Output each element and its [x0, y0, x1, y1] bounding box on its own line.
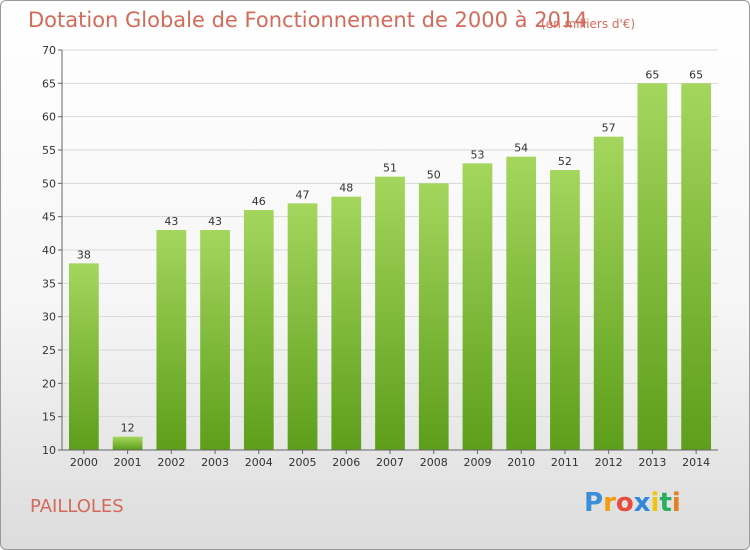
x-tick-label: 2010	[507, 456, 535, 469]
y-tick-label: 40	[42, 244, 56, 257]
x-tick-label: 2008	[420, 456, 448, 469]
y-tick-label: 25	[42, 344, 56, 357]
x-tick-label: 2007	[376, 456, 404, 469]
bar-2014	[681, 83, 712, 450]
bar-2008	[418, 183, 449, 451]
logo-letter: P	[584, 488, 604, 518]
x-tick-label: 2013	[638, 456, 666, 469]
value-label-2009: 53	[470, 148, 484, 161]
chart-title: Dotation Globale de Fonctionnement de 20…	[28, 8, 588, 32]
chart-subtitle: (en milliers d'€)	[541, 17, 636, 31]
x-tick-label: 2006	[332, 456, 360, 469]
value-label-2014: 65	[689, 68, 703, 81]
y-tick-label: 45	[42, 211, 56, 224]
value-label-2008: 50	[427, 168, 441, 181]
y-tick-label: 50	[42, 177, 56, 190]
y-axis: 10 15 20 25 30 35 40 45 50 55 60 65 70	[42, 44, 63, 457]
y-tick-label: 35	[42, 277, 56, 290]
x-tick-label: 2012	[595, 456, 623, 469]
bars	[68, 83, 712, 451]
value-label-2004: 46	[252, 195, 266, 208]
commune-name: PAILLOLES	[30, 496, 124, 517]
data-labels: 38 12 43 43 46 47 48 51 50 53 54 52 57 65 65	[77, 68, 703, 434]
logo-letter: i	[650, 488, 660, 518]
bar-2005	[287, 203, 318, 450]
bar-2001	[112, 436, 143, 450]
proxiti-logo[interactable]: Proxiti	[584, 488, 681, 518]
value-label-2003: 43	[208, 215, 222, 228]
value-label-2005: 47	[296, 188, 310, 201]
y-tick-label: 20	[42, 377, 56, 390]
bar-2002	[156, 230, 187, 450]
logo-letter: x	[633, 488, 651, 518]
bar-2012	[593, 136, 624, 450]
bar-2006	[331, 196, 362, 450]
logo-letter: o	[615, 488, 634, 518]
bar-2010	[506, 156, 537, 450]
value-label-2012: 57	[602, 122, 616, 135]
value-label-2007: 51	[383, 162, 397, 175]
value-label-2006: 48	[339, 182, 353, 195]
bar-2007	[375, 176, 405, 450]
y-tick-label: 70	[42, 44, 56, 57]
bar-2011	[550, 170, 580, 450]
logo-letter: t	[659, 488, 672, 518]
x-tick-label: 2004	[245, 456, 273, 469]
bar-2009	[462, 163, 493, 451]
value-label-2000: 38	[77, 248, 91, 261]
value-label-2002: 43	[164, 215, 178, 228]
y-tick-label: 15	[42, 411, 56, 424]
x-tick-label: 2009	[463, 456, 491, 469]
logo-letter: r	[603, 488, 616, 518]
y-tick-label: 60	[42, 111, 56, 124]
x-tick-label: 2001	[114, 456, 142, 469]
y-tick-label: 55	[42, 144, 56, 157]
value-label-2010: 54	[514, 142, 528, 155]
bar-2003	[200, 230, 230, 450]
x-tick-label: 2002	[157, 456, 185, 469]
y-tick-label: 65	[42, 77, 56, 90]
x-tick-label: 2003	[201, 456, 229, 469]
value-label-2001: 12	[121, 422, 135, 435]
bar-2013	[637, 83, 668, 450]
y-tick-label: 10	[42, 444, 56, 457]
x-tick-label: 2000	[70, 456, 98, 469]
logo-letter: i	[671, 488, 681, 518]
y-tick-label: 30	[42, 311, 56, 324]
value-label-2011: 52	[558, 155, 572, 168]
bar-2004	[243, 210, 274, 450]
x-tick-label: 2014	[682, 456, 710, 469]
value-label-2013: 65	[645, 68, 659, 81]
x-tick-label: 2005	[289, 456, 317, 469]
bar-2000	[68, 263, 99, 450]
x-tick-label: 2011	[551, 456, 579, 469]
x-axis: 2000 2001 2002 2003 2004 2005 2006 2007 2008 2009…	[62, 449, 718, 469]
